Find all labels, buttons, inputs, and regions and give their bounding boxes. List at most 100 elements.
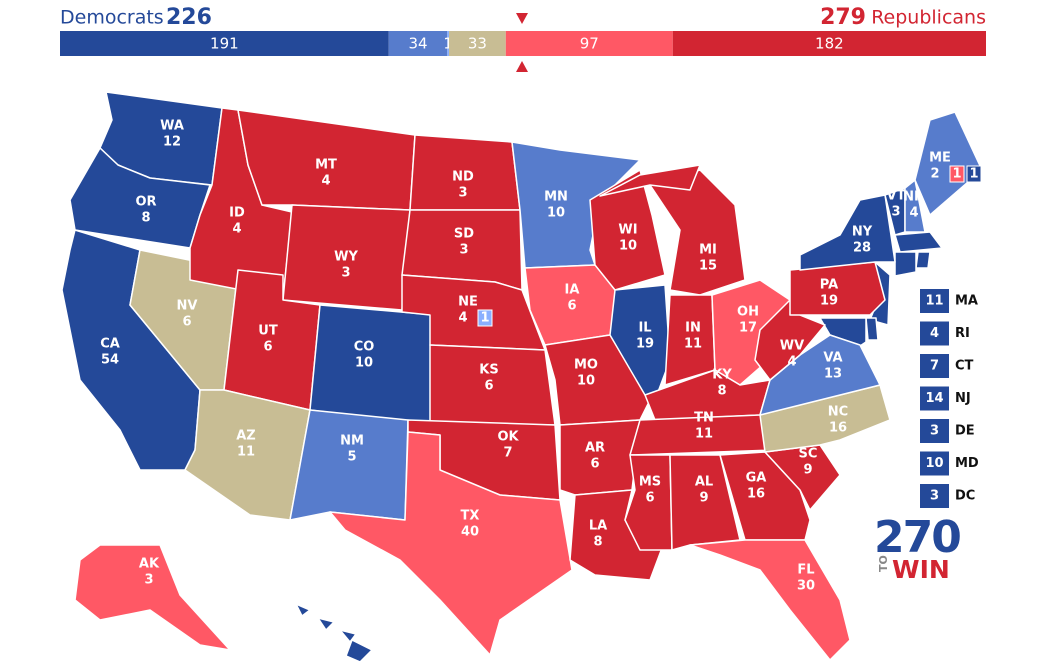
state-votes: 30: [797, 579, 815, 594]
state-votes: 9: [699, 491, 708, 506]
state-votes: 19: [636, 337, 654, 352]
small-state-abbr: DC: [955, 489, 975, 504]
district-box: [477, 309, 493, 327]
district-box: [966, 165, 982, 183]
state-shape: [74, 544, 231, 651]
state-votes: 6: [263, 340, 272, 355]
state-abbr: OH: [737, 305, 759, 320]
state-abbr: ID: [229, 206, 245, 221]
state-votes: 10: [619, 239, 637, 254]
state-votes: 40: [461, 525, 479, 540]
state-abbr: AK: [139, 557, 160, 572]
small-state-votes: 14: [925, 391, 943, 406]
state-abbr: PA: [820, 278, 838, 293]
bar-label: 191: [210, 35, 239, 53]
logo-number: 270: [874, 512, 960, 563]
state-abbr: NE: [458, 295, 478, 310]
state-votes: 17: [739, 321, 757, 336]
state-votes: 10: [547, 206, 565, 221]
state-abbr: WV: [780, 339, 804, 354]
district-votes: 1: [952, 167, 961, 182]
state-shape: [865, 317, 879, 341]
state-shape: [329, 431, 573, 656]
state-votes: 8: [717, 384, 726, 399]
midpoint-marker: [516, 13, 528, 24]
state-abbr: ND: [452, 170, 474, 185]
state-abbr: CO: [354, 340, 375, 355]
state-shape: [339, 629, 357, 643]
bar-segment: [60, 31, 389, 56]
state-shape: [599, 164, 701, 197]
state-shape: [511, 141, 641, 269]
state-votes: 8: [593, 535, 602, 550]
state-abbr: MT: [315, 158, 337, 173]
state-votes: 11: [695, 427, 713, 442]
bar-label: 1: [443, 35, 453, 53]
state-shape: [569, 489, 666, 581]
state-abbr: AR: [585, 441, 605, 456]
state-shape: [914, 111, 983, 216]
state-abbr: SC: [799, 447, 818, 462]
state-abbr: IN: [685, 321, 701, 336]
district-votes: 1: [969, 167, 978, 182]
state-votes: 9: [803, 463, 812, 478]
state-votes: 3: [891, 205, 900, 220]
state-shape: [295, 603, 311, 617]
state-votes: 6: [484, 379, 493, 394]
small-state-votes: 11: [925, 294, 943, 309]
state-votes: 6: [645, 491, 654, 506]
small-state-abbr: MD: [955, 456, 979, 471]
state-shape: [317, 617, 335, 631]
state-shape: [819, 317, 867, 347]
state-votes: 6: [567, 299, 576, 314]
state-shape: [799, 194, 896, 271]
state-abbr: UT: [258, 324, 278, 339]
state-votes: 6: [590, 457, 599, 472]
state-shape: [894, 251, 917, 277]
state-votes: 19: [820, 294, 838, 309]
state-votes: 3: [341, 266, 350, 281]
state-votes: 4: [321, 174, 330, 189]
state-shape: [589, 169, 666, 291]
state-votes: 8: [141, 211, 150, 226]
state-abbr: MI: [699, 243, 717, 258]
small-state-box: [920, 419, 949, 443]
state-votes: 4: [458, 311, 467, 326]
small-state-abbr: MA: [955, 294, 978, 309]
small-state-votes: 10: [925, 456, 943, 471]
state-shape: [345, 639, 373, 663]
small-state-box: [920, 354, 949, 378]
state-abbr: SD: [454, 227, 474, 242]
state-shape: [559, 419, 641, 496]
small-state-votes: 7: [930, 359, 939, 374]
logo: 270 TO WIN: [874, 512, 962, 584]
state-abbr: NC: [828, 405, 848, 420]
state-votes: 3: [458, 186, 467, 201]
state-abbr: IL: [638, 321, 651, 336]
state-abbr: TN: [694, 411, 714, 426]
district-votes: 1: [480, 311, 489, 326]
small-state-abbr: NJ: [955, 391, 971, 406]
state-abbr: VA: [823, 351, 842, 366]
small-state-box: [920, 289, 949, 313]
small-state-box: [920, 321, 949, 346]
state-votes: 4: [316, 647, 325, 662]
logo-to: TO: [877, 555, 890, 572]
state-abbr: WA: [160, 119, 184, 134]
state-abbr: NH: [903, 190, 925, 205]
state-votes: 4: [232, 222, 241, 237]
state-abbr: WY: [334, 250, 358, 265]
small-state-votes: 3: [930, 424, 939, 439]
state-shape: [915, 251, 931, 269]
rep-total: 279: [820, 5, 866, 30]
small-state-votes: 3: [930, 489, 939, 504]
state-abbr: MS: [639, 475, 661, 490]
state-abbr: AZ: [236, 429, 256, 444]
state-votes: 5: [347, 450, 356, 465]
state-abbr: IA: [565, 283, 580, 298]
small-state-votes: 4: [930, 326, 939, 341]
state-votes: 28: [853, 241, 871, 256]
bar-label: 97: [580, 35, 599, 53]
small-state-box: [920, 386, 949, 411]
